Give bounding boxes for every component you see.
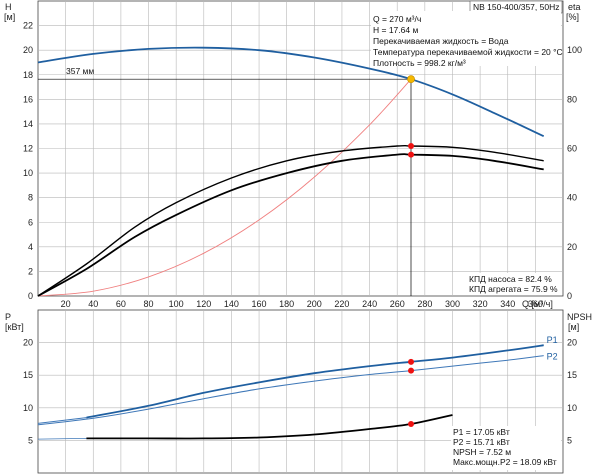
y2-tick-label: 20 [567,242,577,252]
power-info-line: Макс.мощн.P2 = 18.09 кВт [453,457,557,467]
x-tick-label: 80 [144,299,154,309]
y-tick-label: 6 [28,217,33,227]
y2-tick-label: 0 [567,291,572,301]
duty-info: Q = 270 м³/ч H = 17.64 м Перекачиваемая … [371,11,563,68]
y2-tick-label: 5 [567,435,572,445]
y-tick-label: 10 [23,403,33,413]
series-line [37,355,544,426]
operating-point-marker [408,367,415,374]
y-tick-label: 20 [23,45,33,55]
x-tick-label: 220 [334,299,349,309]
series-line [37,46,545,138]
y-tick-label: 20 [23,338,33,348]
duty-info-line: Температура перекачиваемой жидкости = 20… [373,47,563,57]
x-tick-label: 280 [417,299,432,309]
duty-info-line: Q = 270 м³/ч [373,14,421,24]
eta-axis-title: eta [568,2,581,12]
x-tick-label: 40 [88,299,98,309]
y-tick-label: 18 [23,70,33,80]
efficiency-info-line: КПД агрегата = 75.9 % [469,284,558,294]
q-axis-title: Q [м³/ч] [522,299,553,309]
series-line [86,344,544,419]
pump-model-label: NB 150-400/357, 50Hz [473,2,559,12]
x-tick-label: 160 [252,299,267,309]
y2-tick-label: 15 [567,370,577,380]
x-tick-label: 240 [362,299,377,309]
duty-info-line: Плотность = 998.2 кг/м³ [373,58,466,68]
x-tick-label: 140 [224,299,239,309]
x-tick-label: 360 [528,299,543,309]
x-tick-label: 260 [390,299,405,309]
operating-point-marker [408,358,415,365]
operating-point-marker [408,151,415,158]
duty-info-line: Перекачиваемая жидкость = Вода [373,36,509,46]
x-tick-label: 300 [445,299,460,309]
series-line [37,144,544,297]
h-axis-title: H [5,2,12,12]
y-tick-label: 10 [23,168,33,178]
y-tick-label: 14 [23,119,33,129]
y-tick-label: 8 [28,193,33,203]
x-tick-label: 20 [61,299,71,309]
operating-point-marker [407,75,415,84]
y2-tick-label: 20 [567,338,577,348]
y2-tick-label: 40 [567,193,577,203]
y2-tick-label: 100 [567,45,582,55]
y-tick-label: 5 [28,435,33,445]
y2-tick-label: 80 [567,94,577,104]
series-line [37,153,544,297]
y-tick-label: 15 [23,370,33,380]
duty-info-line: H = 17.64 м [373,25,418,35]
x-tick-label: 180 [279,299,294,309]
operating-point-marker [408,420,415,427]
power-info-line: P1 = 17.05 кВт [453,427,510,437]
x-tick-label: 320 [473,299,488,309]
series-label: P2 [547,352,558,362]
series-line [37,438,87,440]
series-line [37,417,87,424]
efficiency-info: КПД насоса = 82.4 % КПД агрегата = 75.9 … [467,273,560,295]
efficiency-info-line: КПД насоса = 82.4 % [469,274,552,284]
y2-tick-label: 60 [567,144,577,154]
x-tick-label: 200 [307,299,322,309]
npsh-axis-title: NPSH [567,312,592,322]
y-tick-label: 12 [23,144,33,154]
h-axis-unit: [м] [4,12,15,22]
power-info-line: P2 = 15.71 кВт [453,437,510,447]
series-line [86,414,453,440]
y-tick-label: 22 [23,21,33,31]
series-line [37,78,412,297]
power-info-line: NPSH = 7.52 м [453,447,511,457]
y-tick-label: 0 [28,291,33,301]
eta-axis-unit: [%] [566,12,579,22]
y-tick-label: 2 [28,266,33,276]
impeller-label: 357 мм [66,66,94,76]
operating-point-marker [408,143,415,150]
y2-tick-label: 10 [567,403,577,413]
p-axis-title: P [5,312,11,322]
p-axis-unit: [кВт] [5,322,24,332]
x-tick-label: 120 [196,299,211,309]
y-tick-label: 4 [28,242,33,252]
x-tick-label: 100 [169,299,184,309]
power-info: P1 = 17.05 кВт P2 = 15.71 кВт NPSH = 7.5… [451,426,561,470]
npsh-axis-unit: [м] [568,322,579,332]
series-label: P1 [547,335,558,345]
y-tick-label: 16 [23,94,33,104]
x-tick-label: 340 [500,299,515,309]
x-tick-label: 60 [116,299,126,309]
